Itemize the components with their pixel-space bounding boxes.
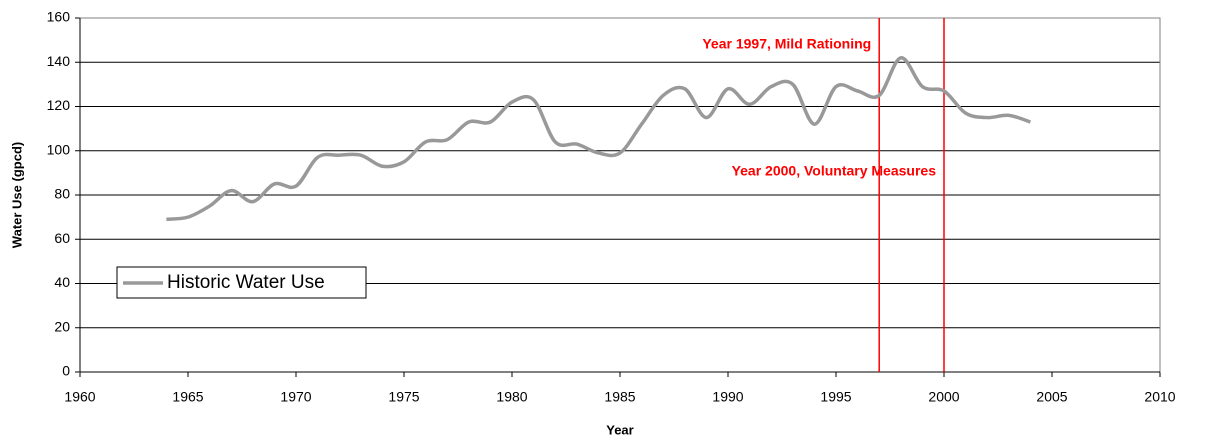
legend-label: Historic Water Use (167, 272, 325, 293)
x-tick-label: 1995 (820, 389, 851, 405)
x-tick-label: 1980 (496, 389, 527, 405)
x-tick-label: 1970 (280, 389, 311, 405)
y-tick-label: 0 (62, 363, 70, 379)
series-line (166, 56, 1031, 222)
y-tick-label: 140 (47, 53, 71, 69)
x-tick-label: 2005 (1036, 389, 1067, 405)
x-tick-label: 2010 (1144, 389, 1175, 405)
x-tick-label: 1975 (388, 389, 419, 405)
marker-label: Year 2000, Voluntary Measures (732, 163, 937, 179)
x-tick-label: 1965 (172, 389, 203, 405)
y-axis-title: Water Use (gpcd) (9, 142, 24, 248)
x-tick-label: 1960 (64, 389, 95, 405)
y-tick-label: 80 (54, 186, 70, 202)
x-tick-label: 1985 (604, 389, 635, 405)
y-tick-label: 20 (54, 318, 70, 334)
x-axis-title: Year (606, 422, 633, 437)
y-tick-label: 120 (47, 97, 71, 113)
y-tick-label: 60 (54, 230, 70, 246)
marker-label: Year 1997, Mild Rationing (702, 36, 871, 52)
y-tick-label: 160 (47, 9, 71, 25)
y-tick-label: 100 (47, 141, 71, 157)
y-tick-label: 40 (54, 274, 70, 290)
x-tick-label: 1990 (712, 389, 743, 405)
x-tick-label: 2000 (928, 389, 959, 405)
legend-box (116, 266, 367, 299)
